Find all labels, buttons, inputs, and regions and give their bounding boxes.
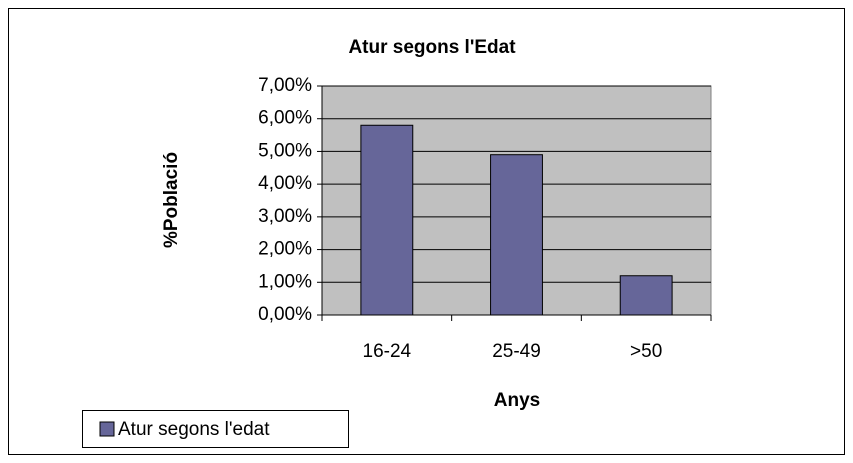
legend-swatch [99, 421, 115, 437]
bar [619, 275, 673, 316]
legend-label: Atur segons l'edat [118, 419, 270, 440]
y-tick-label: 1,00% [258, 271, 312, 292]
x-tick-label: >50 [630, 341, 662, 362]
y-tick-label: 6,00% [258, 108, 312, 129]
y-axis-label: %Població [161, 152, 182, 248]
legend-box [82, 410, 349, 448]
x-tick-label: 25-49 [492, 341, 541, 362]
bar [490, 154, 543, 316]
y-tick-label: 3,00% [258, 206, 312, 227]
bar [360, 124, 414, 316]
chart-title: Atur segons l'Edat [348, 37, 516, 58]
y-tick-label: 4,00% [258, 173, 312, 194]
y-tick-label: 5,00% [258, 140, 312, 161]
x-tick-label: 16-24 [363, 341, 412, 362]
y-tick-label: 0,00% [258, 304, 312, 325]
x-axis-label: Anys [494, 390, 540, 411]
y-tick-label: 7,00% [258, 75, 312, 96]
y-tick-label: 2,00% [258, 239, 312, 260]
